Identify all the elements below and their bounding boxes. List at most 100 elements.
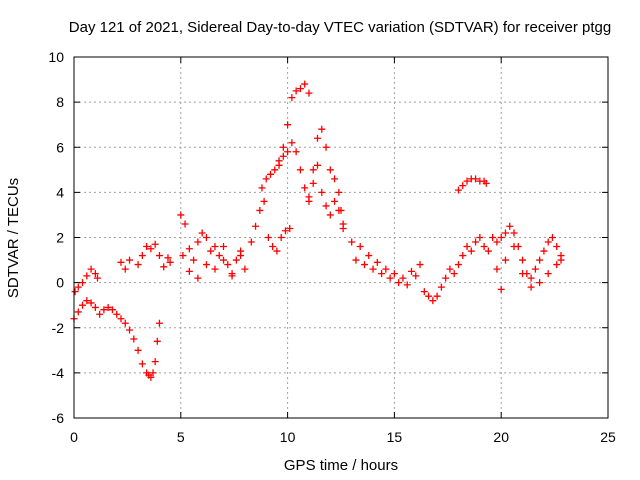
data-point	[104, 303, 112, 311]
data-point	[277, 234, 285, 241]
data-point	[322, 202, 330, 210]
data-point	[339, 220, 347, 228]
data-point	[331, 197, 339, 205]
data-point	[501, 256, 509, 264]
data-point	[121, 319, 129, 327]
data-point	[108, 306, 116, 314]
data-point	[497, 285, 505, 293]
data-point	[403, 281, 411, 289]
data-point	[454, 261, 462, 269]
data-point	[126, 256, 134, 264]
data-point	[177, 211, 185, 219]
data-point	[365, 252, 373, 260]
data-point	[241, 265, 249, 273]
data-point	[252, 222, 260, 230]
data-point	[117, 258, 125, 266]
x-tick-label: 20	[493, 429, 509, 445]
data-point	[275, 161, 283, 169]
data-point	[79, 301, 87, 309]
data-point	[190, 256, 198, 264]
series-afternoon-lower	[352, 256, 420, 289]
data-point	[155, 319, 163, 327]
data-point	[493, 265, 501, 273]
data-point	[386, 274, 394, 282]
data-point	[160, 263, 168, 271]
x-tick-label: 0	[70, 429, 78, 445]
data-point	[309, 179, 317, 187]
data-point	[292, 148, 300, 156]
data-point	[284, 148, 292, 156]
data-point	[296, 85, 304, 93]
data-point	[258, 184, 266, 192]
data-point	[467, 247, 475, 255]
y-tick-label: -2	[52, 320, 65, 336]
data-point	[314, 134, 322, 142]
data-point	[185, 267, 193, 275]
data-point	[260, 197, 268, 205]
data-point	[232, 256, 240, 264]
data-point	[337, 206, 345, 214]
data-point	[134, 346, 142, 354]
y-tick-label: -6	[52, 410, 65, 426]
data-point	[416, 261, 424, 269]
data-point	[202, 261, 210, 269]
data-point	[166, 258, 174, 266]
data-point	[501, 229, 509, 237]
data-point	[544, 270, 552, 278]
series-afternoon-decline	[348, 238, 424, 282]
x-axis: 0 5 10 15 20 25	[70, 57, 616, 445]
y-tick-label: 2	[56, 230, 64, 246]
data-point	[237, 252, 245, 260]
data-point	[378, 270, 386, 278]
data-point	[138, 360, 146, 368]
series-pre-noon-rise	[247, 197, 294, 255]
series-afternoon-peaks	[305, 125, 347, 228]
data-point	[305, 193, 313, 201]
data-point	[224, 261, 232, 269]
data-point	[288, 139, 296, 147]
data-point	[437, 283, 445, 291]
data-point	[373, 258, 381, 266]
x-tick-label: 15	[387, 429, 403, 445]
data-point	[211, 265, 219, 273]
data-point	[87, 299, 95, 307]
series-noon-band	[275, 139, 347, 232]
data-point	[540, 247, 548, 255]
data-point	[348, 238, 356, 246]
data-point	[138, 252, 146, 260]
data-point	[117, 315, 125, 323]
data-point	[412, 272, 420, 280]
data-point	[472, 175, 480, 183]
data-point	[134, 261, 142, 269]
data-point	[179, 252, 187, 260]
data-point	[519, 270, 527, 278]
data-point	[262, 175, 270, 183]
x-tick-label: 5	[177, 429, 185, 445]
data-point	[113, 310, 121, 318]
data-point	[531, 265, 539, 273]
series-morning-lower	[179, 243, 245, 282]
data-point	[527, 274, 535, 282]
data-point	[463, 243, 471, 251]
data-point	[215, 252, 223, 260]
data-point	[273, 247, 281, 255]
data-point	[301, 184, 309, 192]
x-axis-title: GPS time / hours	[284, 457, 398, 474]
data-point	[352, 256, 360, 264]
data-point	[151, 358, 159, 366]
data-point	[194, 238, 202, 246]
data-point	[536, 256, 544, 264]
data-point	[390, 270, 398, 278]
data-point	[420, 288, 428, 296]
data-point	[286, 224, 294, 232]
y-tick-label: -4	[52, 365, 65, 381]
data-point	[93, 274, 101, 282]
data-point	[463, 177, 471, 185]
series-night-lower	[493, 243, 565, 291]
series-evening-cluster	[420, 234, 492, 305]
series-dawn-cluster	[117, 240, 174, 273]
data-point	[151, 240, 159, 248]
data-point	[149, 369, 157, 377]
